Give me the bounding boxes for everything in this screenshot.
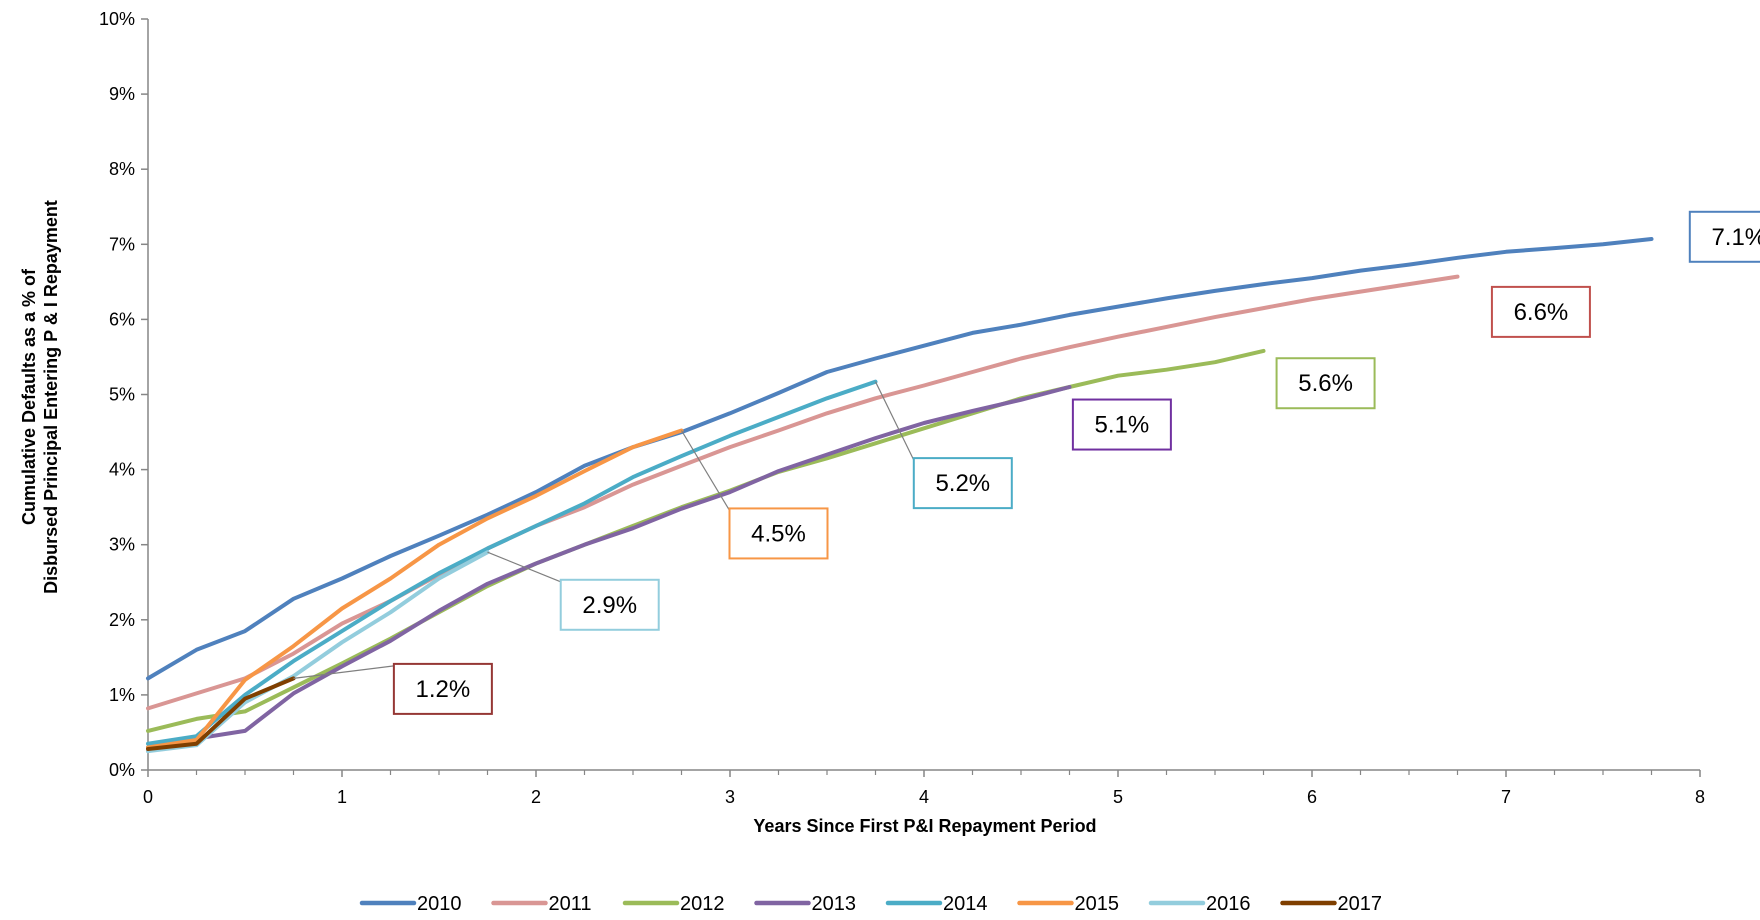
legend-label-2012: 2012 [680, 893, 725, 915]
legend-label-2011: 2011 [549, 893, 592, 915]
legend-label-2017: 2017 [1338, 893, 1383, 915]
series-line-2010 [146, 237, 1654, 681]
y-axis-title-line-2: Disbursed Principal Entering P & I Repay… [41, 200, 61, 594]
y-tick-label: 7% [109, 234, 135, 254]
legend-label-2016: 2016 [1206, 893, 1251, 915]
x-tick-label: 0 [143, 787, 153, 807]
y-tick-label: 3% [109, 535, 135, 555]
series-line-2017 [146, 676, 296, 751]
axes: 0% 1% 2% 3% 4% 5% 6% 7% 8% 9% 10% 0 1 2 3 4 5 6 7 8 [99, 9, 1705, 807]
y-tick-label: 9% [109, 84, 135, 104]
callout-label-2015: 4.5% [751, 520, 806, 547]
x-tick-label: 3 [725, 787, 735, 807]
x-tick-label: 8 [1695, 787, 1705, 807]
callout-leader-2016 [487, 551, 561, 583]
x-tick-label: 2 [531, 787, 541, 807]
legend-label-2013: 2013 [812, 893, 857, 915]
callout-leader-2015 [680, 430, 731, 511]
y-tick-label: 5% [109, 385, 135, 405]
series-line-2011 [146, 274, 1460, 711]
callout-label-2014: 5.2% [935, 470, 990, 497]
y-tick-label: 2% [109, 610, 135, 630]
x-tick-label: 5 [1113, 787, 1123, 807]
series-lines [146, 237, 1654, 754]
callout-box-2014 [912, 457, 1013, 510]
callout-label-2012: 5.6% [1298, 370, 1353, 397]
x-tick-label: 1 [337, 787, 347, 807]
callout-leader-2014 [874, 381, 915, 461]
x-tick-label: 4 [919, 787, 929, 807]
callout-box-2015 [728, 507, 829, 560]
callout-box-2016 [559, 578, 660, 631]
series-line-2013 [146, 385, 1072, 750]
x-tick-label: 6 [1307, 787, 1317, 807]
y-tick-label: 10% [99, 9, 135, 29]
callout-box-2011 [1490, 285, 1591, 338]
y-tick-label: 0% [109, 760, 135, 780]
x-tick-label: 7 [1501, 787, 1511, 807]
callout-box-2010 [1688, 210, 1760, 263]
y-axis-title-line-1: Cumulative Defaults as a % of [19, 268, 39, 525]
series-line-2015 [146, 428, 684, 750]
y-tick-label: 4% [109, 460, 135, 480]
x-axis-title: Years Since First P&I Repayment Period [753, 816, 1096, 836]
callout-label-2011: 6.6% [1514, 299, 1569, 326]
y-axis-title: Cumulative Defaults as a % of Disbursed … [19, 200, 61, 594]
legend-label-2014: 2014 [943, 893, 988, 915]
callout-label-2016: 2.9% [582, 592, 637, 619]
callout-label-2013: 5.1% [1095, 412, 1150, 439]
callout-box-2012 [1275, 357, 1376, 410]
legend-label-2015: 2015 [1075, 893, 1120, 915]
y-tick-label: 1% [109, 685, 135, 705]
callout-box-2017 [392, 662, 493, 715]
y-tick-label: 6% [109, 309, 135, 329]
legend: 2010 2011 2012 2013 2014 2015 2016 2017 [359, 893, 1383, 915]
callout-box-2013 [1071, 398, 1172, 451]
callout-label-2010: 7.1% [1711, 224, 1760, 251]
callouts: 7.1% 6.6% 5.6% 5.1% 5.2% 4.5% 2.9% 1.2% [293, 210, 1760, 715]
callout-leader-2017 [293, 665, 394, 679]
callout-label-2017: 1.2% [416, 676, 471, 703]
legend-label-2010: 2010 [417, 893, 462, 915]
series-line-2016 [146, 550, 490, 754]
y-tick-label: 8% [109, 159, 135, 179]
series-line-2014 [146, 379, 878, 746]
